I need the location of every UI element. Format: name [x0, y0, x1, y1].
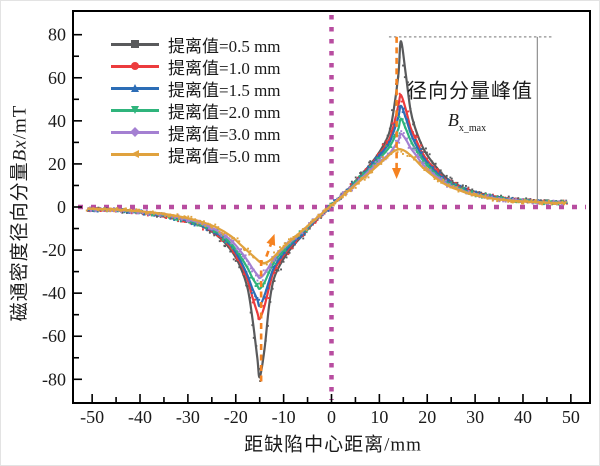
- svg-text:-40: -40: [42, 283, 66, 303]
- square-marker-icon: [131, 40, 139, 48]
- legend-swatch: [111, 149, 159, 159]
- legend-label: 提离值=5.0 mm: [168, 146, 281, 166]
- svg-text:-80: -80: [42, 369, 66, 389]
- y-axis-label-math: Bx: [9, 139, 31, 162]
- svg-text:60: 60: [48, 68, 66, 88]
- diamond-marker-icon: [130, 127, 140, 137]
- svg-text:80: 80: [48, 25, 66, 45]
- legend-label: 提离值=1.0 mm: [168, 58, 281, 78]
- svg-text:40: 40: [514, 407, 532, 427]
- svg-text:10: 10: [370, 407, 388, 427]
- svg-text:20: 20: [418, 407, 436, 427]
- tri-up-marker-icon: [131, 84, 139, 92]
- legend-item: 提离值=5.0 mm: [111, 143, 281, 166]
- legend-swatch: [111, 61, 159, 71]
- tri-down-marker-icon: [131, 106, 139, 114]
- svg-text:0: 0: [57, 197, 66, 217]
- x-axis-label: 距缺陷中心距离/mm: [244, 434, 422, 456]
- svg-text:-20: -20: [42, 240, 66, 260]
- legend-item: 提离值=2.0 mm: [111, 99, 281, 122]
- y-axis-label: 磁通密度径向分量Bx/mT: [5, 105, 32, 322]
- legend-label: 提离值=0.5 mm: [168, 36, 281, 56]
- legend: 提离值=0.5 mm 提离值=1.0 mm 提离值=1.5 mm 提离值=2.0 mm…: [111, 33, 281, 166]
- circle-marker-icon: [131, 62, 139, 70]
- axis-ticks: [74, 33, 572, 402]
- svg-text:0: 0: [327, 407, 336, 427]
- series-curves: [85, 40, 568, 382]
- arrow-head-0: [392, 168, 402, 179]
- legend-label: 提离值=1.5 mm: [168, 80, 281, 100]
- peak-symbol-letter: B: [447, 110, 459, 131]
- legend-item: 提离值=1.0 mm: [111, 55, 281, 78]
- legend-swatch: [111, 127, 159, 137]
- svg-text:-10: -10: [272, 407, 296, 427]
- svg-text:-30: -30: [176, 407, 200, 427]
- legend-swatch: [111, 83, 159, 93]
- svg-text:-40: -40: [128, 407, 152, 427]
- tick-labels: -50 -40 -30 -20 -10 0 10 20 30 40 50 -80 -60 -40 -20 0 2…: [42, 25, 580, 427]
- y-axis-label-prefix: 磁通密度径向分量: [9, 161, 31, 322]
- peak-annotation-label: 径向分量峰值: [407, 80, 533, 103]
- plot-frame: [72, 10, 591, 404]
- arrow-head-2: [266, 233, 276, 246]
- legend-item: 提离值=1.5 mm: [111, 77, 281, 100]
- svg-text:50: 50: [562, 407, 580, 427]
- legend-label: 提离值=2.0 mm: [168, 102, 281, 122]
- peak-symbol-subscript: x_max: [458, 122, 487, 134]
- legend-label: 提离值=3.0 mm: [168, 124, 281, 144]
- y-axis-label-suffix: /mT: [9, 104, 31, 140]
- svg-text:30: 30: [466, 407, 484, 427]
- legend-swatch: [111, 105, 159, 115]
- legend-item: 提离值=3.0 mm: [111, 121, 281, 144]
- svg-text:-20: -20: [224, 407, 248, 427]
- svg-text:-60: -60: [42, 326, 66, 346]
- legend-swatch: [111, 39, 159, 49]
- tri-left-marker-icon: [131, 150, 139, 158]
- svg-text:-50: -50: [80, 407, 104, 427]
- svg-text:40: 40: [48, 111, 66, 131]
- svg-text:20: 20: [48, 154, 66, 174]
- legend-item: 提离值=0.5 mm: [111, 33, 281, 56]
- peak-annotation-symbol: Bx_max: [448, 110, 486, 134]
